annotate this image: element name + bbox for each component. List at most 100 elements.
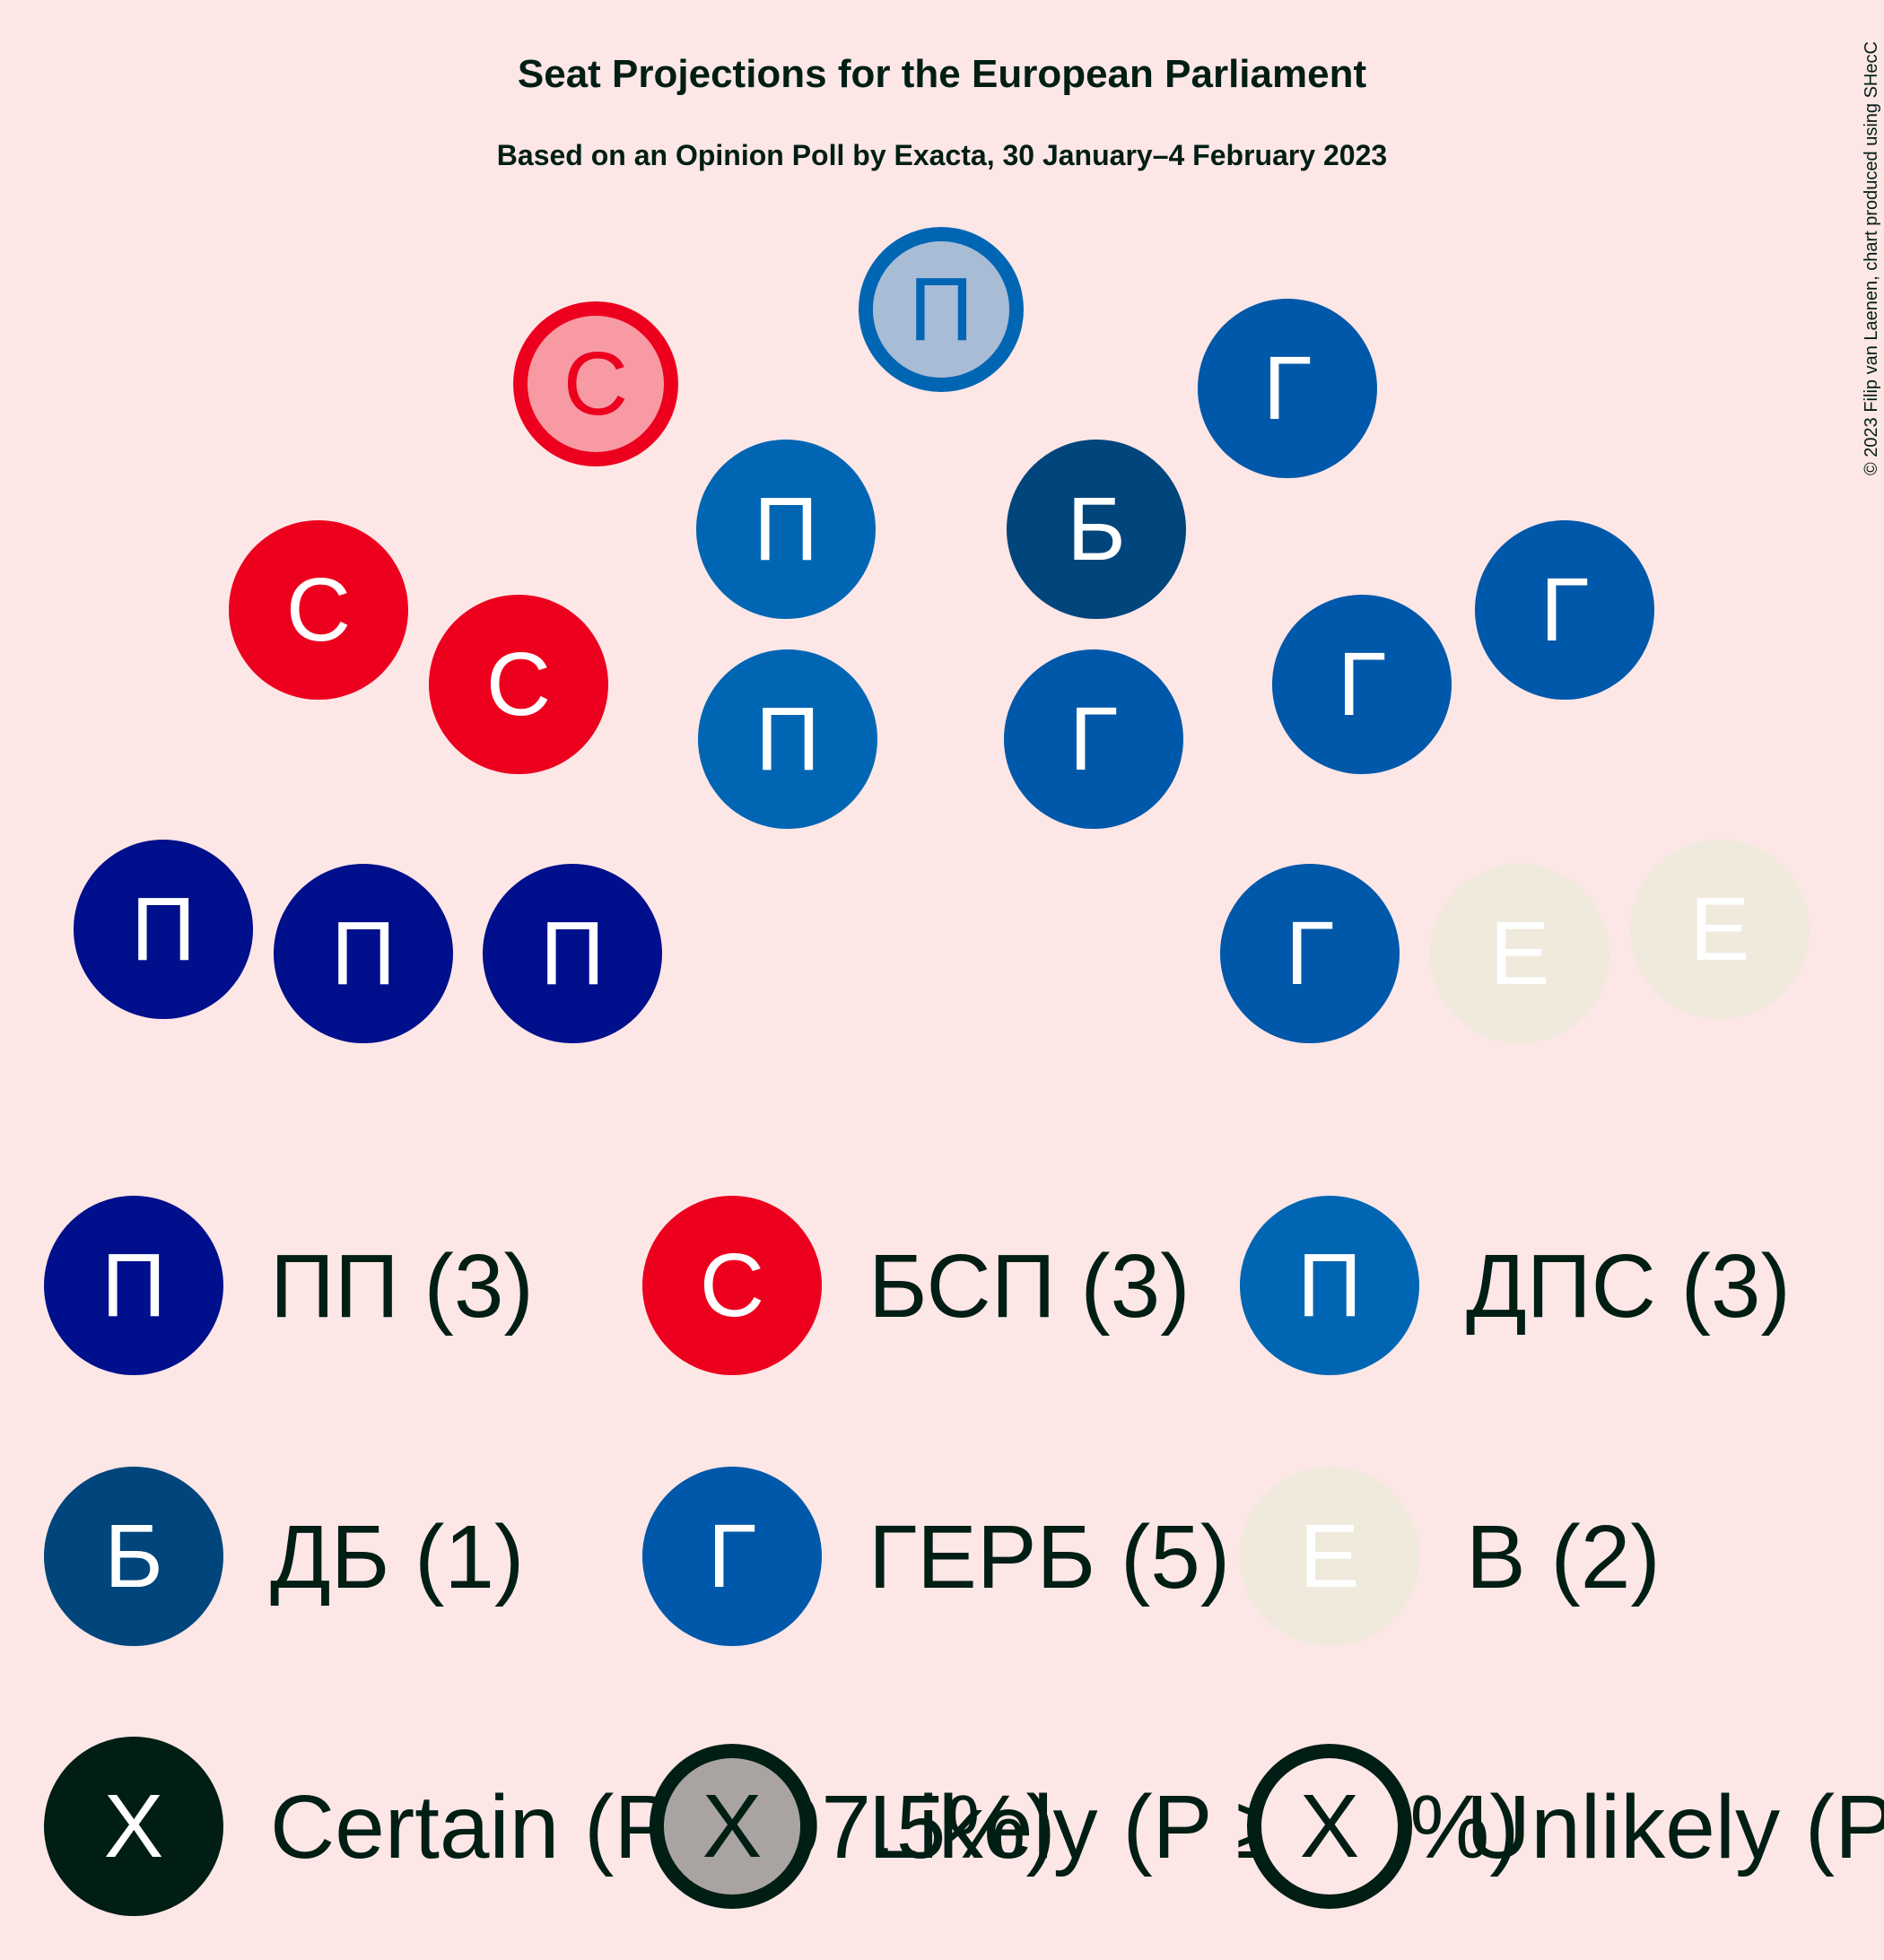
- legend-swatch: П: [44, 1196, 223, 1375]
- seat-13-disc: [1272, 595, 1452, 774]
- seat-9-inner: [873, 241, 1009, 378]
- legend-item: П ДПС (3): [1240, 1196, 1791, 1375]
- legend-label: ПП (3): [270, 1236, 534, 1337]
- legend-item: Б ДБ (1): [44, 1467, 524, 1646]
- legend-swatch-disc: [44, 1196, 223, 1375]
- seat-1: П: [74, 840, 253, 1019]
- status-swatch-certain-letter: X: [104, 1776, 164, 1877]
- legend-swatch: П: [1240, 1196, 1419, 1375]
- seat-17-disc: [1630, 840, 1810, 1019]
- status-swatch-likely-fill: [664, 1758, 800, 1895]
- seat-3: П: [483, 864, 662, 1043]
- status-legend-item: X Unlikely (P < 50%): [1247, 1744, 1884, 1909]
- seat-3-disc: [483, 864, 662, 1043]
- seat-4-disc: [229, 520, 408, 700]
- seat-1-disc: [74, 840, 253, 1019]
- seat-2: П: [274, 864, 453, 1043]
- legend-swatch-letter: П: [1297, 1235, 1362, 1336]
- seat-2-letter: П: [331, 903, 396, 1004]
- legend-swatch-disc: [1240, 1467, 1419, 1646]
- seat-11-letter: Г: [1263, 338, 1312, 439]
- seat-3-letter: П: [540, 903, 605, 1004]
- status-swatch-likely-letter: X: [702, 1776, 763, 1877]
- seat-16-letter: Е: [1490, 903, 1550, 1004]
- seat-7: П: [696, 440, 876, 619]
- seat-2-disc: [274, 864, 453, 1043]
- seat-6-letter: С: [563, 334, 628, 434]
- seat-6-fill: [528, 316, 664, 452]
- seat-14-disc: [1475, 520, 1654, 700]
- legend-swatch: Е: [1240, 1467, 1419, 1646]
- chart-title: Seat Projections for the European Parlia…: [518, 52, 1367, 96]
- party-legend: П ПП (3) С БСП (3) П ДПС (3)Б ДБ (1) Г ГЕРБ (5) Е…: [44, 1196, 1791, 1646]
- chart-subtitle: Based on an Opinion Poll by Exacta, 30 J…: [497, 139, 1387, 171]
- seat-5: С: [429, 595, 608, 774]
- status-label-unlikely: Unlikely (P < 50%): [1466, 1777, 1884, 1877]
- seat-8-disc: [698, 649, 877, 829]
- seat-1-letter: П: [131, 879, 196, 980]
- legend-swatch: Г: [642, 1467, 822, 1646]
- seat-8-letter: П: [755, 689, 820, 789]
- seat-10-disc: [1007, 440, 1186, 619]
- copyright-notice: © 2023 Filip van Laenen, chart produced …: [1862, 41, 1881, 475]
- seat-4-letter: С: [286, 560, 351, 660]
- legend-swatch-disc: [44, 1467, 223, 1646]
- status-swatch-certain: X: [44, 1737, 223, 1916]
- seat-16: Е: [1430, 864, 1609, 1043]
- seat-12-disc: [1004, 649, 1183, 829]
- seat-15-disc: [1220, 864, 1400, 1043]
- legend-item: П ПП (3): [44, 1196, 534, 1375]
- seat-7-letter: П: [754, 479, 818, 579]
- seat-9-letter: П: [909, 259, 973, 360]
- legend-label: ДБ (1): [270, 1507, 524, 1607]
- seat-10: Б: [1007, 440, 1186, 619]
- legend-swatch: С: [642, 1196, 822, 1375]
- legend-item: Е В (2): [1240, 1467, 1661, 1646]
- legend-item: С БСП (3): [642, 1196, 1191, 1375]
- seat-5-letter: С: [486, 634, 551, 735]
- seat-16-disc: [1430, 864, 1609, 1043]
- seat-12-letter: Г: [1069, 689, 1118, 789]
- status-swatch-unlikely-inner: [1261, 1758, 1398, 1895]
- legend-swatch-disc: [642, 1196, 822, 1375]
- seat-9-fill: [873, 241, 1009, 378]
- seat-5-disc: [429, 595, 608, 774]
- seat-10-letter: Б: [1067, 479, 1126, 579]
- seat-13-letter: Г: [1338, 634, 1386, 735]
- legend-label: В (2): [1466, 1507, 1661, 1607]
- seat-14-letter: Г: [1540, 560, 1589, 660]
- status-swatch-likely-inner: [664, 1758, 800, 1895]
- legend-swatch-letter: Е: [1300, 1506, 1360, 1607]
- seat-15: Г: [1220, 864, 1400, 1043]
- seats-layer: П П П С С С П П П Б Г Г Г Г Г Е Е: [74, 227, 1810, 1043]
- seat-4: С: [229, 520, 408, 700]
- seat-15-letter: Г: [1286, 903, 1334, 1004]
- status-swatch-likely: X: [650, 1744, 815, 1909]
- legend-swatch-letter: С: [700, 1235, 764, 1336]
- legend-swatch-letter: Г: [708, 1506, 756, 1607]
- seat-8: П: [698, 649, 877, 829]
- seat-17: Е: [1630, 840, 1810, 1019]
- seat-11: Г: [1198, 299, 1377, 478]
- seat-17-letter: Е: [1690, 879, 1750, 980]
- seat-11-disc: [1198, 299, 1377, 478]
- legend-swatch-disc: [642, 1467, 822, 1646]
- legend-label: ДПС (3): [1466, 1236, 1791, 1337]
- status-swatch-unlikely: X: [1247, 1744, 1412, 1909]
- status-label-likely: Likely (P ≥ 50%): [868, 1777, 1520, 1877]
- status-swatch-unlikely-letter: X: [1300, 1776, 1360, 1877]
- legend-swatch-letter: П: [101, 1235, 166, 1336]
- legend-item: Г ГЕРБ (5): [642, 1467, 1230, 1646]
- seat-14: Г: [1475, 520, 1654, 700]
- status-swatch-certain-disc: [44, 1737, 223, 1916]
- seat-13: Г: [1272, 595, 1452, 774]
- legend-label: ГЕРБ (5): [868, 1507, 1230, 1607]
- legend-swatch-disc: [1240, 1196, 1419, 1375]
- legend-swatch: Б: [44, 1467, 223, 1646]
- seat-12: Г: [1004, 649, 1183, 829]
- legend-label: БСП (3): [868, 1236, 1191, 1337]
- seat-7-disc: [696, 440, 876, 619]
